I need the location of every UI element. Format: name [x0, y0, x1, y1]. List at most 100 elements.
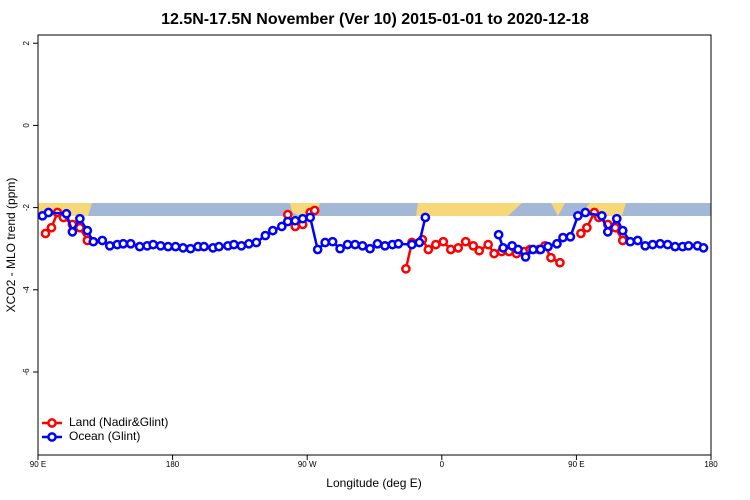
y-tick-label: -4 [22, 286, 31, 294]
x-tick-label: 90 E [568, 460, 584, 469]
x-tick-label: 180 [166, 460, 180, 469]
point [185, 243, 196, 254]
point [535, 244, 546, 255]
point [420, 212, 431, 223]
point [342, 239, 353, 250]
ocean-strip [38, 203, 711, 216]
point [260, 230, 271, 241]
x-tick-label: 90 E [30, 460, 46, 469]
point [320, 237, 330, 248]
point [558, 232, 568, 243]
point [683, 240, 694, 251]
point [655, 238, 666, 249]
point [528, 244, 538, 255]
point [229, 239, 239, 250]
legend-marker [47, 432, 57, 442]
point [134, 241, 145, 252]
point [199, 241, 209, 252]
point [460, 236, 471, 247]
x-tick-label: 0 [440, 460, 445, 469]
point [46, 222, 57, 233]
point [282, 216, 293, 227]
point [380, 240, 390, 251]
point [611, 213, 622, 224]
y-tick-label: -6 [22, 368, 31, 376]
point [662, 239, 673, 250]
point [617, 225, 628, 236]
legend-marker [47, 418, 57, 428]
point [125, 238, 136, 249]
point [430, 239, 441, 250]
point [647, 239, 658, 250]
point [309, 205, 320, 216]
point [61, 208, 72, 219]
point [40, 228, 51, 239]
x-tick-label: 180 [704, 460, 718, 469]
y-axis-label: XCO2 - MLO trend (ppm) [4, 178, 18, 313]
point [552, 238, 562, 249]
y-tick-label: 0 [22, 123, 31, 128]
chart-title: 12.5N-17.5N November (Ver 10) 2015-01-01… [161, 11, 589, 28]
point [88, 236, 99, 247]
point [483, 239, 494, 250]
point [350, 239, 360, 250]
point [118, 238, 129, 249]
point [423, 244, 434, 255]
point [468, 240, 479, 251]
point [82, 225, 93, 236]
y-tick-label: -2 [22, 204, 31, 212]
point [276, 221, 287, 232]
land-patch [584, 203, 626, 216]
point [596, 210, 607, 221]
land-patch [416, 203, 522, 216]
point [565, 231, 576, 242]
point [670, 241, 680, 252]
point [573, 210, 583, 221]
legend-label: Land (Nadir&Glint) [69, 415, 168, 429]
point [75, 213, 85, 224]
point [236, 240, 247, 251]
point [474, 245, 485, 256]
map-strip [38, 203, 711, 216]
point [576, 228, 586, 239]
point [489, 248, 499, 259]
point [546, 252, 556, 263]
point [251, 237, 262, 248]
point [543, 241, 553, 252]
point [365, 243, 375, 254]
point [401, 263, 411, 274]
point [244, 238, 254, 249]
point [67, 226, 78, 237]
point [513, 244, 523, 255]
point [305, 212, 316, 223]
point [155, 240, 166, 251]
x-axis-label: Longitude (deg E) [326, 476, 421, 490]
point [582, 222, 592, 233]
point [290, 215, 301, 226]
point [312, 244, 323, 255]
point [602, 226, 613, 237]
point [372, 238, 383, 249]
point [214, 241, 224, 252]
point [520, 252, 531, 262]
plot-frame [37, 34, 712, 456]
point [393, 238, 404, 249]
point [178, 243, 188, 253]
point [453, 243, 464, 253]
point [555, 257, 565, 268]
point [414, 237, 425, 248]
point [327, 236, 338, 247]
point [297, 213, 308, 224]
point [43, 207, 54, 218]
point [632, 235, 643, 246]
point [407, 239, 417, 250]
point [445, 244, 456, 255]
point [617, 235, 628, 246]
point [170, 241, 181, 252]
point [625, 236, 636, 247]
point [163, 241, 173, 252]
point [97, 235, 108, 246]
point [148, 239, 159, 250]
x-tick-label: 90 W [298, 460, 317, 469]
